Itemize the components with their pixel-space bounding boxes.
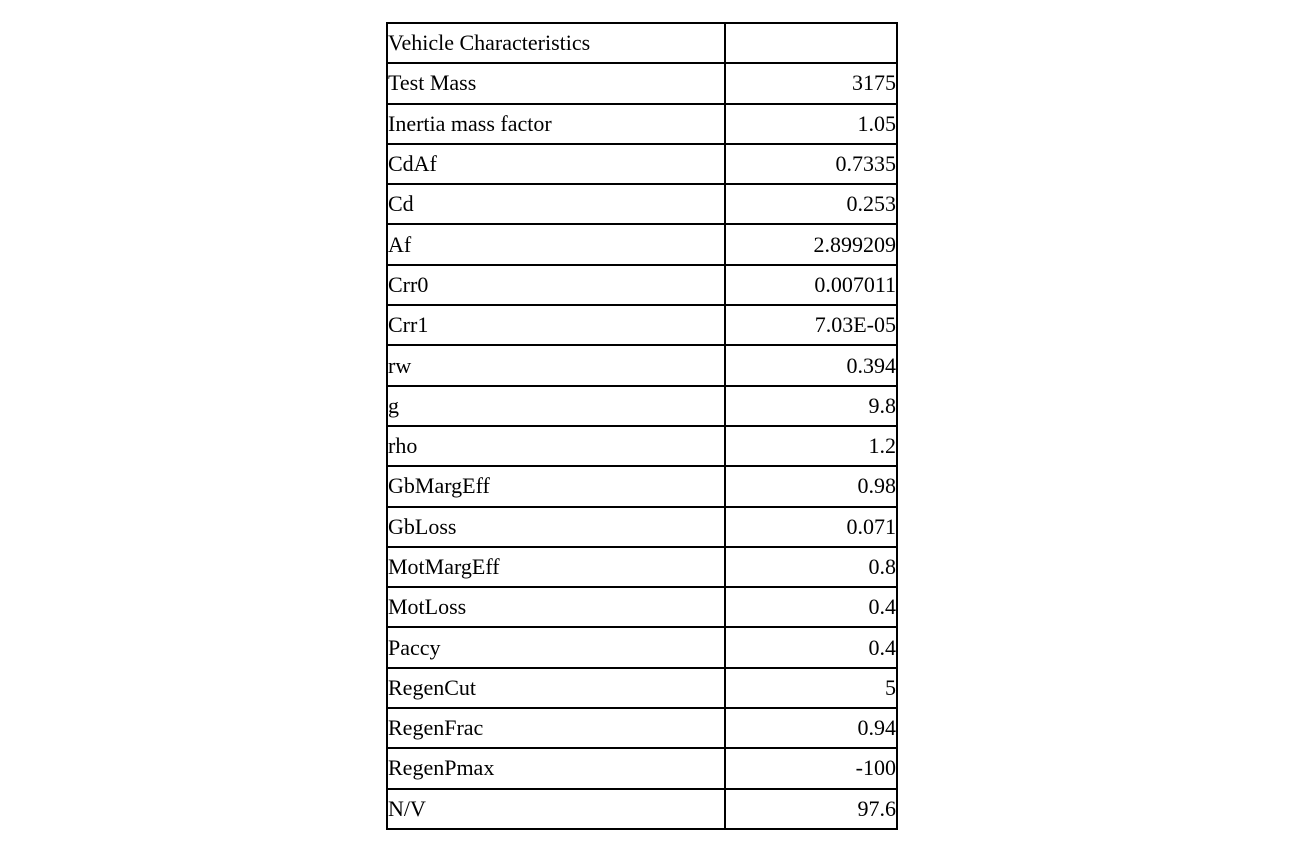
table-row: Af 2.899209 <box>386 223 898 266</box>
parameter-value-cell: 0.7335 <box>724 142 898 186</box>
parameter-name-cell: GbLoss <box>386 505 726 548</box>
table-row: Inertia mass factor 1.05 <box>386 102 898 145</box>
table-row: Cd 0.253 <box>386 183 898 226</box>
table-row: Crr1 7.03E-05 <box>386 304 898 347</box>
table-row: g 9.8 <box>386 384 898 427</box>
table-row: GbMargEff 0.98 <box>386 465 898 508</box>
parameter-value-cell: 0.98 <box>724 465 898 508</box>
table-row: RegenCut 5 <box>386 666 898 710</box>
table-title-empty-cell <box>724 21 898 65</box>
table-body: Vehicle Characteristics Test Mass 3175 I… <box>386 21 898 830</box>
parameter-name-cell: g <box>386 384 726 427</box>
table-row: Paccy 0.4 <box>386 626 898 669</box>
parameter-name-cell: GbMargEff <box>386 465 726 508</box>
table-row: MotLoss 0.4 <box>386 586 898 629</box>
parameter-name-cell: Test Mass <box>386 62 726 105</box>
table-row: Test Mass 3175 <box>386 62 898 105</box>
parameter-value-cell: 5 <box>724 666 898 710</box>
table-title-cell: Vehicle Characteristics <box>386 21 726 65</box>
table-row: RegenFrac 0.94 <box>386 707 898 750</box>
parameter-name-cell: rw <box>386 344 726 387</box>
parameter-value-cell: 0.007011 <box>724 263 898 307</box>
parameter-value-cell: 97.6 <box>724 787 898 830</box>
parameter-name-cell: CdAf <box>386 142 726 186</box>
table-row: RegenPmax -100 <box>386 747 898 790</box>
parameter-value-cell: 0.94 <box>724 707 898 750</box>
parameter-value-cell: 0.8 <box>724 545 898 589</box>
parameter-value-cell: 2.899209 <box>724 223 898 266</box>
parameter-name-cell: Crr1 <box>386 304 726 347</box>
table-row: Crr0 0.007011 <box>386 263 898 307</box>
parameter-name-cell: MotMargEff <box>386 545 726 589</box>
parameter-value-cell: 0.071 <box>724 505 898 548</box>
parameter-name-cell: rho <box>386 424 726 468</box>
parameter-name-cell: RegenFrac <box>386 707 726 750</box>
parameter-name-cell: N/V <box>386 787 726 830</box>
table-row: MotMargEff 0.8 <box>386 545 898 589</box>
table-row: N/V 97.6 <box>386 787 898 830</box>
parameter-value-cell: 3175 <box>724 62 898 105</box>
table-header-row: Vehicle Characteristics <box>386 21 898 65</box>
parameter-name-cell: Paccy <box>386 626 726 669</box>
parameter-value-cell: 0.253 <box>724 183 898 226</box>
parameter-name-cell: Inertia mass factor <box>386 102 726 145</box>
parameter-name-cell: MotLoss <box>386 586 726 629</box>
vehicle-characteristics-table: Vehicle Characteristics Test Mass 3175 I… <box>386 21 898 830</box>
parameter-value-cell: 0.394 <box>724 344 898 387</box>
table-row: rw 0.394 <box>386 344 898 387</box>
parameter-name-cell: Af <box>386 223 726 266</box>
parameter-value-cell: 9.8 <box>724 384 898 427</box>
parameter-value-cell: 0.4 <box>724 626 898 669</box>
parameter-name-cell: Crr0 <box>386 263 726 307</box>
parameter-value-cell: 1.05 <box>724 102 898 145</box>
parameter-value-cell: -100 <box>724 747 898 790</box>
table-row: GbLoss 0.071 <box>386 505 898 548</box>
parameter-value-cell: 1.2 <box>724 424 898 468</box>
parameter-name-cell: Cd <box>386 183 726 226</box>
parameter-value-cell: 7.03E-05 <box>724 304 898 347</box>
table-row: CdAf 0.7335 <box>386 142 898 186</box>
parameter-value-cell: 0.4 <box>724 586 898 629</box>
table-row: rho 1.2 <box>386 424 898 468</box>
parameter-name-cell: RegenPmax <box>386 747 726 790</box>
parameter-name-cell: RegenCut <box>386 666 726 710</box>
